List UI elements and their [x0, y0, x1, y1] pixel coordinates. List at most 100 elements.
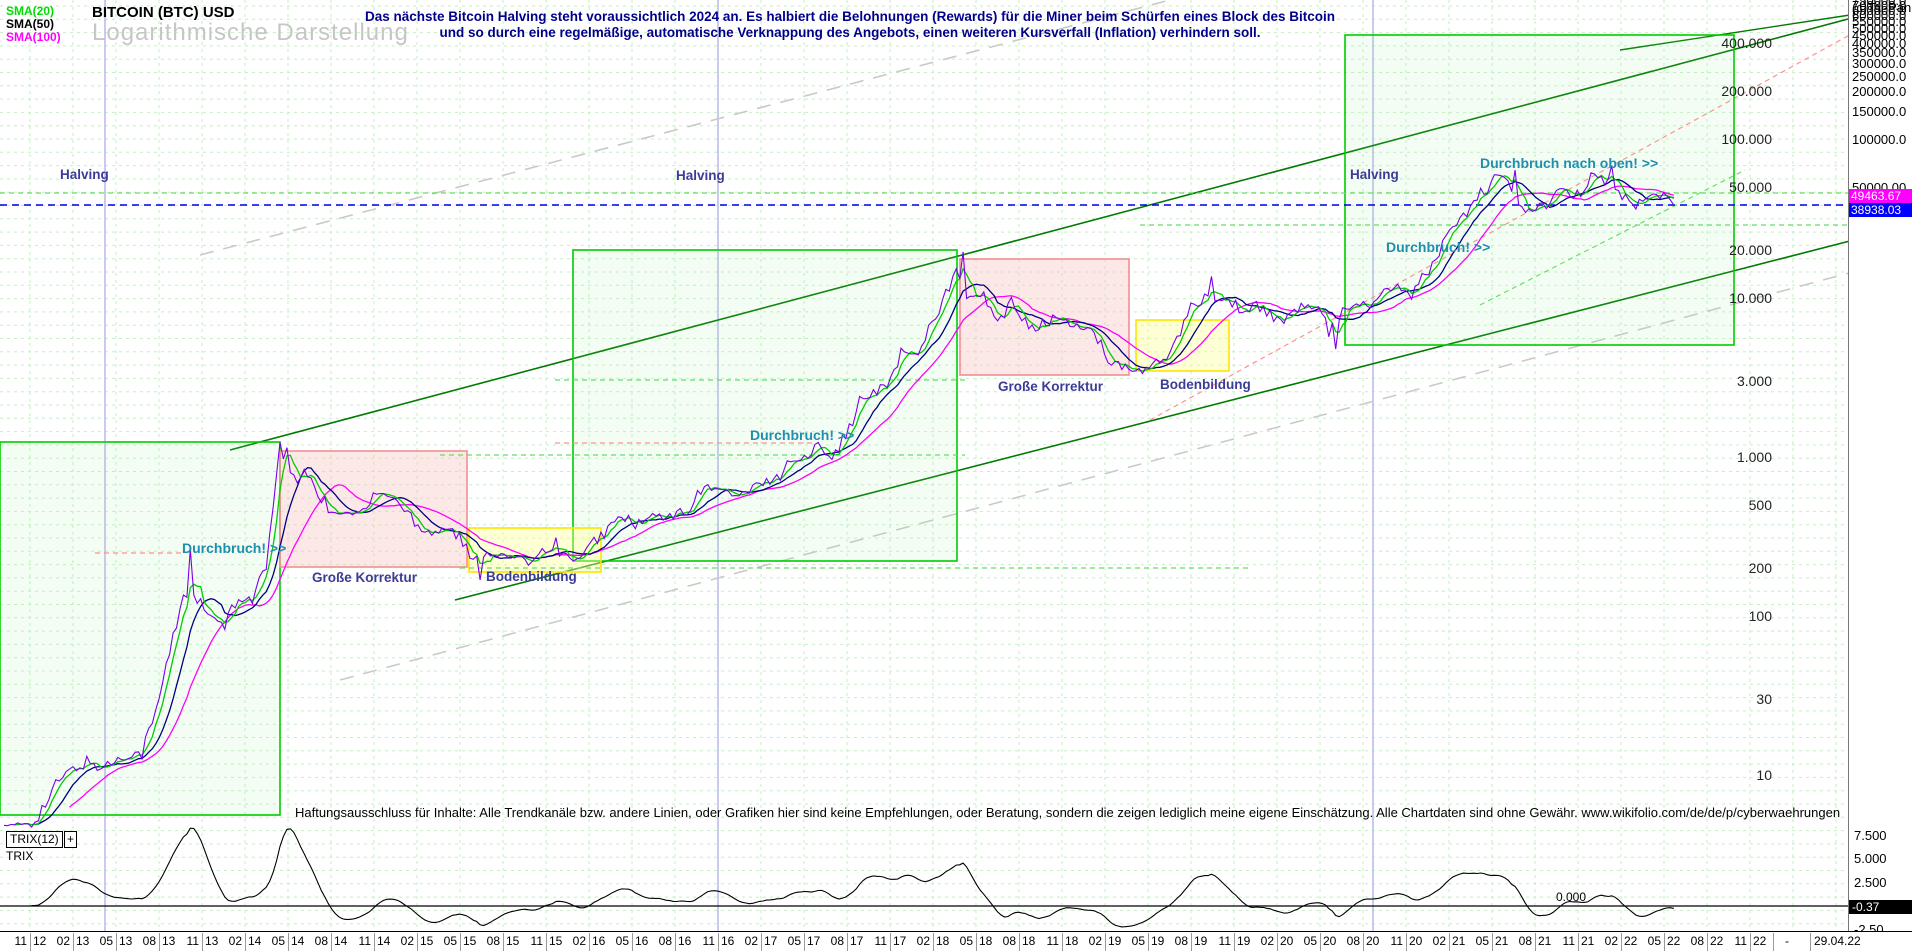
price-scale-label: 10.000 [1729, 290, 1772, 306]
sma100-line [69, 185, 1674, 808]
annotation-durchbruch-[interactable]: Durchbruch! >> [750, 427, 855, 443]
panel-price-label: 800000.0 [1852, 0, 1906, 4]
annotation-bodenbildung[interactable]: Bodenbildung [486, 569, 577, 584]
axis-date-label: 02 [1432, 934, 1446, 948]
green-zone-box[interactable] [1344, 34, 1735, 346]
axis-date-label: 22 [1667, 934, 1681, 948]
annotation-durchbruch-[interactable]: Durchbruch! >> [1386, 239, 1491, 255]
axis-tick [804, 933, 805, 951]
axis-tick [1492, 933, 1493, 951]
axis-tick [417, 933, 418, 951]
axis-date-label: 19 [1194, 934, 1208, 948]
axis-tick [331, 933, 332, 951]
axis-date-label: 14 [248, 934, 262, 948]
axis-date-label: 08 [486, 934, 500, 948]
axis-date-label: 19 [1237, 934, 1251, 948]
price-scale-label: 400.000 [1721, 35, 1772, 52]
date-axis[interactable]: 11 12 02 13 05 13 08 13 11 13 02 14 05 14 08 14 11 14 02 15… [0, 931, 1912, 952]
trend-line[interactable] [1619, 14, 1851, 51]
pink-zone-box[interactable] [959, 258, 1130, 376]
trend-line[interactable] [229, 1, 1912, 451]
annotation-bodenbildung[interactable]: Bodenbildung [1160, 377, 1251, 392]
axis-date-label: 11 [1562, 934, 1575, 948]
green-zone-box[interactable] [572, 249, 958, 562]
price-scale-label: 500 [1748, 496, 1772, 513]
yellow-zone-box[interactable] [1135, 319, 1230, 372]
annotation-gro-e-korrektur[interactable]: Große Korrektur [312, 570, 418, 585]
axis-tick [1773, 933, 1774, 951]
axis-tick [718, 933, 719, 951]
legend-sma50: SMA(50) [6, 17, 55, 31]
axis-date-label: 11 [186, 934, 199, 948]
axis-date-label: 14 [334, 934, 348, 948]
axis-tick [589, 933, 590, 951]
annotation-halving[interactable]: Halving [60, 167, 109, 182]
axis-tick [1320, 933, 1321, 951]
price-scale-label: 100.000 [1721, 131, 1772, 147]
green-zone-box[interactable] [0, 441, 281, 816]
trend-line[interactable] [1479, 169, 1746, 306]
panel-price-label: 100000.0 [1852, 132, 1907, 147]
axis-tick [675, 933, 676, 951]
axis-date-label: 05 [1303, 934, 1317, 948]
axis-date-label: 19 [1108, 934, 1122, 948]
axis-date-label: 21 [1452, 934, 1466, 948]
axis-date-label: 22 [1753, 934, 1767, 948]
axis-date-label: 05 [615, 934, 629, 948]
page-subtitle: Logarithmische Darstellung [92, 19, 409, 46]
panel-price-label: 200000.0 [1852, 84, 1907, 100]
axis-tick [546, 933, 547, 951]
legend-sma20: SMA(20) [6, 4, 55, 18]
axis-date-label: 20 [1366, 934, 1380, 948]
axis-date-label: 13 [119, 934, 133, 948]
trend-line[interactable] [339, 255, 1912, 681]
add-indicator-button[interactable]: + [64, 831, 77, 848]
axis-date-label: 18 [936, 934, 950, 948]
headline-line1: Das nächste Bitcoin Halving steht voraus… [365, 9, 1335, 24]
panel-price-label: 450000.0 [1852, 28, 1907, 44]
axis-tick [1664, 933, 1665, 951]
axis-date-label: 14 [291, 934, 305, 948]
axis-date-label: 16 [592, 934, 606, 948]
axis-tick [1019, 933, 1020, 951]
axis-tick [847, 933, 848, 951]
axis-tick [1277, 933, 1278, 951]
annotation-halving[interactable]: Halving [676, 168, 725, 183]
axis-tick [1707, 933, 1708, 951]
axis-date-label: 21 [1495, 934, 1509, 948]
axis-date-label: 18 [1022, 934, 1036, 948]
axis-tick [116, 933, 117, 951]
axis-date-label: 02 [1088, 934, 1102, 948]
trend-line[interactable] [454, 224, 1912, 601]
trix-indicator-button[interactable]: TRIX(12) [6, 831, 63, 848]
annotation-gro-e-korrektur[interactable]: Große Korrektur [998, 379, 1104, 394]
axis-tick [1105, 933, 1106, 951]
axis-date-label: - [1785, 934, 1789, 948]
main-chart-canvas[interactable] [0, 0, 1912, 931]
axis-date-label: 05 [1131, 934, 1145, 948]
annotation-halving[interactable]: Halving [1350, 167, 1399, 182]
axis-date-label: 05 [1475, 934, 1489, 948]
axis-tick [159, 933, 160, 951]
axis-date-label: 05 [1647, 934, 1661, 948]
trend-line[interactable] [1149, 31, 1856, 421]
axis-tick [1191, 933, 1192, 951]
yellow-zone-box[interactable] [468, 527, 602, 573]
axis-date-label: 11 [14, 934, 27, 948]
axis-date-label: 18 [1065, 934, 1079, 948]
annotation-durchbruch-[interactable]: Durchbruch! >> [182, 540, 287, 556]
axis-date-label: 19 [1151, 934, 1165, 948]
axis-tick [1578, 933, 1579, 951]
annotation-durchbruch-nach-oben-[interactable]: Durchbruch nach oben! >> [1480, 155, 1659, 171]
price-scale-panel: (c)Tai-Pan 800000.0750000.0700000.065000… [1848, 0, 1912, 936]
trix-zero-label: 0.000 [1556, 890, 1587, 904]
axis-date-label: 11 [1218, 934, 1231, 948]
axis-date-label: 14 [377, 934, 391, 948]
axis-date-label: 02 [228, 934, 242, 948]
axis-date-label: 16 [721, 934, 735, 948]
axis-date-label: 22 [1710, 934, 1724, 948]
axis-date-label: 15 [506, 934, 520, 948]
axis-tick [1535, 933, 1536, 951]
axis-date-label: 08 [1346, 934, 1360, 948]
